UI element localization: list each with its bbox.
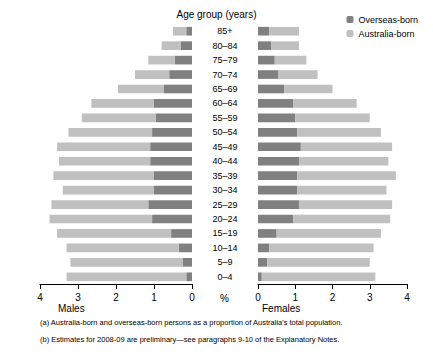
svg-text:2: 2 <box>113 292 119 303</box>
svg-text:15–19: 15–19 <box>212 228 237 238</box>
svg-text:0: 0 <box>189 292 195 303</box>
svg-text:2: 2 <box>330 292 336 303</box>
svg-text:75–79: 75–79 <box>212 55 237 65</box>
svg-text:3: 3 <box>367 292 373 303</box>
svg-text:30–34: 30–34 <box>212 185 237 195</box>
svg-text:20–24: 20–24 <box>212 214 237 224</box>
svg-text:%: % <box>220 293 229 304</box>
svg-text:(a) Australia-born and oversea: (a) Australia-born and overseas-born per… <box>40 318 342 327</box>
svg-text:3: 3 <box>75 292 81 303</box>
svg-text:80–84: 80–84 <box>212 41 237 51</box>
svg-text:Age group (years): Age group (years) <box>176 9 256 20</box>
svg-text:60–64: 60–64 <box>212 98 237 108</box>
svg-text:40–44: 40–44 <box>212 156 237 166</box>
svg-text:1: 1 <box>292 292 298 303</box>
svg-text:1: 1 <box>151 292 157 303</box>
svg-text:0–4: 0–4 <box>217 272 232 282</box>
svg-text:85+: 85+ <box>217 26 232 36</box>
svg-text:Overseas-born: Overseas-born <box>358 15 418 25</box>
svg-text:35–39: 35–39 <box>212 171 237 181</box>
svg-text:55–59: 55–59 <box>212 113 237 123</box>
svg-text:45–49: 45–49 <box>212 142 237 152</box>
svg-text:0: 0 <box>255 292 261 303</box>
svg-text:Australia-born: Australia-born <box>358 29 414 39</box>
svg-text:Males: Males <box>58 303 85 314</box>
svg-text:4: 4 <box>37 292 43 303</box>
svg-text:65–69: 65–69 <box>212 84 237 94</box>
svg-text:4: 4 <box>404 292 410 303</box>
svg-text:70–74: 70–74 <box>212 70 237 80</box>
svg-text:(b) Estimates for 2008-09 are: (b) Estimates for 2008-09 are preliminar… <box>40 335 339 344</box>
svg-text:25–29: 25–29 <box>212 200 237 210</box>
svg-text:50–54: 50–54 <box>212 127 237 137</box>
svg-text:10–14: 10–14 <box>212 243 237 253</box>
svg-text:5–9: 5–9 <box>217 257 232 267</box>
svg-text:Females: Females <box>262 303 300 314</box>
